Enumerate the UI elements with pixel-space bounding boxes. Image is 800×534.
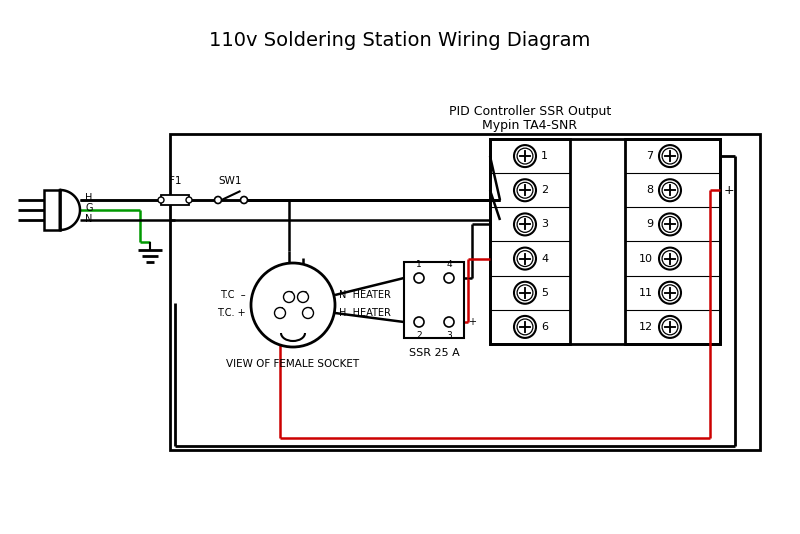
Text: 110v Soldering Station Wiring Diagram: 110v Soldering Station Wiring Diagram <box>210 32 590 51</box>
Circle shape <box>517 250 533 266</box>
Text: T.C. +: T.C. + <box>218 308 246 318</box>
Circle shape <box>659 145 681 167</box>
Text: +: + <box>468 317 476 327</box>
Bar <box>490 139 570 344</box>
Text: F1: F1 <box>169 176 182 186</box>
Bar <box>161 195 189 205</box>
Text: PID Controller SSR Output: PID Controller SSR Output <box>449 105 611 117</box>
Text: 2: 2 <box>541 185 548 195</box>
Text: 1: 1 <box>416 260 422 269</box>
Circle shape <box>302 308 314 318</box>
Circle shape <box>662 319 678 335</box>
Text: SSR 25 A: SSR 25 A <box>409 348 459 358</box>
Bar <box>490 139 720 344</box>
Text: 3: 3 <box>541 219 548 230</box>
Polygon shape <box>60 190 80 230</box>
Text: –: – <box>724 150 730 162</box>
Circle shape <box>662 182 678 198</box>
Text: 8: 8 <box>646 185 653 195</box>
Circle shape <box>662 285 678 301</box>
Circle shape <box>514 214 536 235</box>
Text: 3: 3 <box>446 331 452 340</box>
Text: G: G <box>85 203 93 213</box>
Circle shape <box>444 273 454 283</box>
Circle shape <box>517 182 533 198</box>
Circle shape <box>517 319 533 335</box>
Circle shape <box>662 148 678 164</box>
Circle shape <box>514 282 536 304</box>
Circle shape <box>514 316 536 338</box>
Circle shape <box>186 197 192 203</box>
Circle shape <box>158 197 164 203</box>
Text: 6: 6 <box>541 322 548 332</box>
Circle shape <box>514 248 536 270</box>
Circle shape <box>298 292 309 302</box>
Bar <box>625 139 720 344</box>
Text: H  HEATER: H HEATER <box>339 308 391 318</box>
Circle shape <box>414 273 424 283</box>
Circle shape <box>241 197 247 203</box>
Text: VIEW OF FEMALE SOCKET: VIEW OF FEMALE SOCKET <box>226 359 359 369</box>
Circle shape <box>444 317 454 327</box>
Text: 10: 10 <box>639 254 653 264</box>
Circle shape <box>662 250 678 266</box>
Circle shape <box>659 179 681 201</box>
Circle shape <box>659 316 681 338</box>
Bar <box>404 262 464 338</box>
Text: N  HEATER: N HEATER <box>339 290 391 300</box>
Text: Mypin TA4-SNR: Mypin TA4-SNR <box>482 119 578 131</box>
Text: 7: 7 <box>646 151 653 161</box>
Text: 4: 4 <box>307 308 313 317</box>
Text: H: H <box>85 193 92 203</box>
Circle shape <box>517 285 533 301</box>
Text: N: N <box>85 214 92 224</box>
Text: SW1: SW1 <box>218 176 242 186</box>
Bar <box>44 190 60 230</box>
Text: 4: 4 <box>541 254 548 264</box>
Text: 9: 9 <box>646 219 653 230</box>
Circle shape <box>659 248 681 270</box>
Text: 1: 1 <box>541 151 548 161</box>
Circle shape <box>283 292 294 302</box>
Text: 2: 2 <box>289 292 294 301</box>
Circle shape <box>659 214 681 235</box>
Circle shape <box>517 148 533 164</box>
Text: T.C  –: T.C – <box>220 290 246 300</box>
Circle shape <box>274 308 286 318</box>
Bar <box>170 134 760 450</box>
Text: 1: 1 <box>280 308 284 317</box>
Text: 5: 5 <box>541 288 548 298</box>
Circle shape <box>514 145 536 167</box>
Text: 3: 3 <box>302 292 307 301</box>
Circle shape <box>214 197 222 203</box>
Circle shape <box>514 179 536 201</box>
Text: 4: 4 <box>446 260 452 269</box>
Text: 12: 12 <box>639 322 653 332</box>
Text: +: + <box>724 184 734 197</box>
Circle shape <box>414 317 424 327</box>
Circle shape <box>517 216 533 232</box>
Text: –: – <box>468 273 473 283</box>
Circle shape <box>662 216 678 232</box>
Circle shape <box>659 282 681 304</box>
Text: 2: 2 <box>416 331 422 340</box>
Circle shape <box>251 263 335 347</box>
Text: 11: 11 <box>639 288 653 298</box>
